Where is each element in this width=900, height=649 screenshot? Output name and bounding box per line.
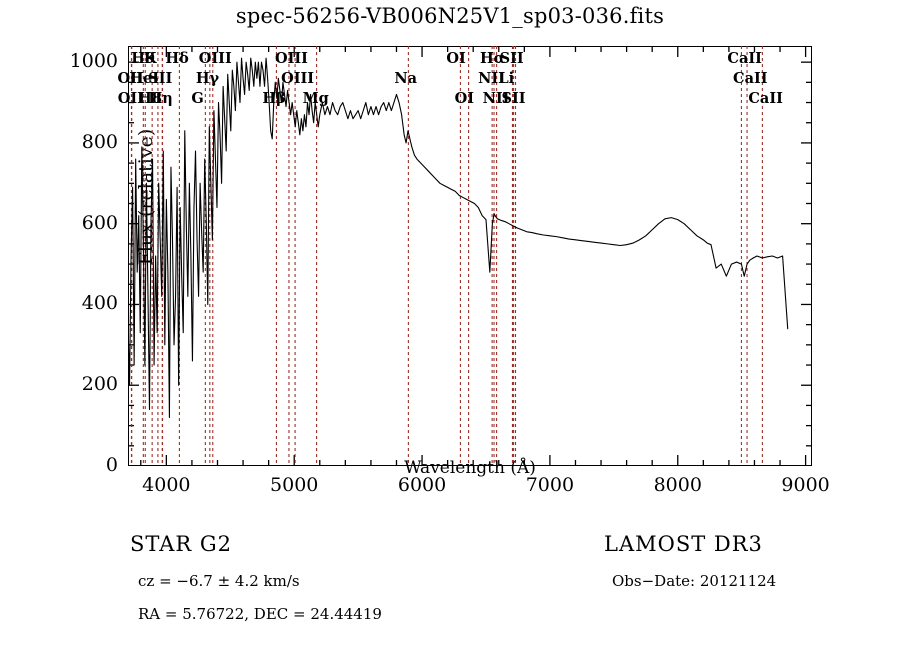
spectral-line-label: G	[191, 90, 204, 107]
plot-area: Flux (relative) 0 200 400 600 800 1000 4000 50…	[70, 46, 830, 496]
observation-date: Obs−Date: 20121124	[612, 572, 777, 590]
plot-frame	[128, 46, 812, 466]
spectral-line-label: NII	[478, 70, 505, 87]
x-tick-label: 4000	[142, 474, 191, 496]
y-tick-label: 1000	[69, 50, 118, 73]
y-tick-label: 200	[81, 373, 118, 396]
spectrum-trace	[128, 57, 789, 419]
spectral-line-label: Hδ	[165, 50, 189, 67]
redshift-velocity: cz = −6.7 ± 4.2 km/s	[138, 572, 300, 590]
survey-name: LAMOST DR3	[604, 532, 763, 556]
axis-ticks	[128, 46, 812, 466]
spectrum-svg	[128, 46, 812, 466]
spectral-line-label: Hη	[148, 90, 173, 107]
spectral-line-label: HeI	[129, 70, 160, 87]
spectral-line-label: OIII	[198, 50, 232, 67]
spectral-line-label: CaII	[733, 70, 768, 87]
spectral-line-label: SII	[499, 50, 524, 67]
spectral-line-label: OII	[117, 70, 144, 87]
spectral-line-label: SII	[148, 70, 173, 87]
spectral-line-label: Hβ	[262, 90, 286, 107]
y-tick-label: 400	[81, 292, 118, 315]
y-tick-label: 600	[81, 211, 118, 234]
page-title: spec-56256-VB006N25V1_sp03-036.fits	[235, 4, 665, 28]
spectral-line-label: K	[143, 50, 157, 67]
y-tick-label: 800	[81, 130, 118, 153]
spectral-line-label: H8	[138, 90, 162, 107]
spectral-line-label: OII	[117, 90, 144, 107]
spectral-line-label: CaII	[727, 50, 762, 67]
spectral-line-label: Mg	[302, 90, 329, 107]
object-class: STAR G2	[130, 532, 233, 556]
spectral-line-label: Li	[498, 70, 515, 87]
spectral-line-label: OIII	[274, 50, 308, 67]
x-tick-label: 9000	[781, 474, 830, 496]
spectral-line-label: NII	[482, 90, 510, 107]
spectral-line-label: OIII	[281, 70, 315, 87]
coordinates: RA = 5.76722, DEC = 24.44419	[138, 605, 382, 623]
spectral-line-label: Hα	[480, 50, 505, 67]
spectral-line-label: Na	[394, 70, 418, 87]
x-tick-label: 8000	[653, 474, 702, 496]
y-tick-label: 0	[105, 454, 118, 476]
spectral-line-label: H9	[131, 50, 156, 67]
x-tick-label: 6000	[397, 474, 447, 496]
x-tick-label: 5000	[270, 474, 319, 496]
x-axis-label: Wavelength (Å)	[404, 458, 536, 478]
x-tick-label: 7000	[525, 474, 575, 496]
spectral-line-markers	[130, 46, 763, 466]
spectral-line-label: SII	[501, 90, 526, 107]
spectral-line-label: OI	[454, 90, 474, 107]
spectral-line-label: H	[148, 90, 162, 107]
spectral-line-label: CaII	[748, 90, 783, 107]
spectral-line-label: OI	[446, 50, 466, 67]
spectral-line-label: Hγ	[195, 70, 220, 87]
